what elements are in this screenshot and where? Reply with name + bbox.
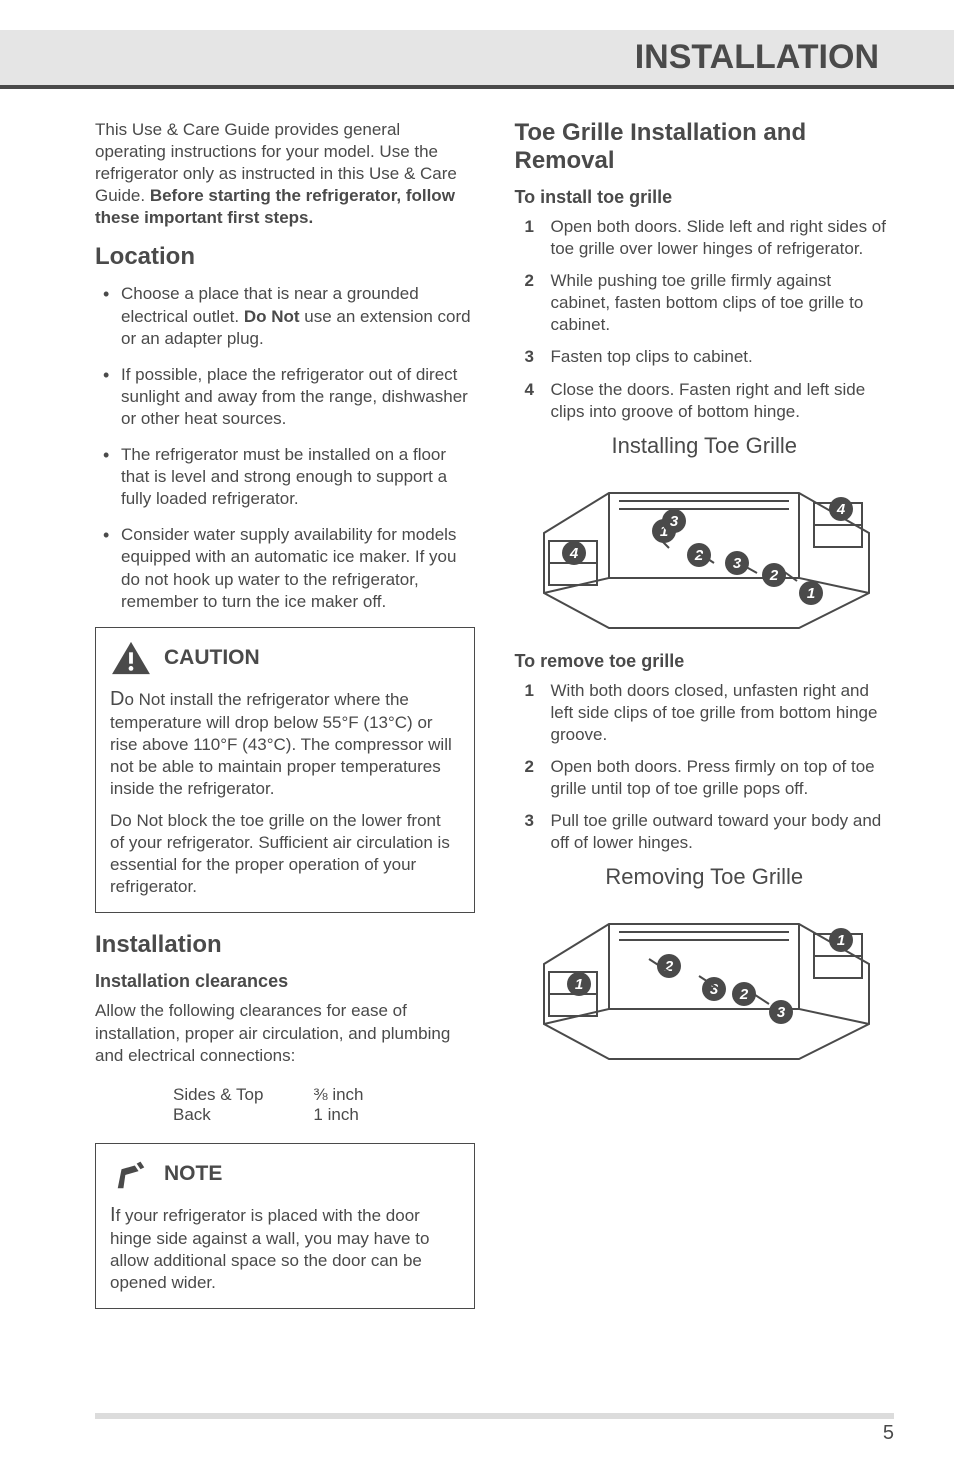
list-item: 4Close the doors. Fasten right and left …: [525, 379, 895, 423]
intro-bold: Before starting the refrigerator, follow…: [95, 186, 455, 227]
list-item: 3Pull toe grille outward toward your bod…: [525, 810, 895, 854]
clearances-table: Sides & Top Back ⅜ inch 1 inch: [95, 1085, 475, 1125]
caution-icon: [110, 640, 152, 676]
caution-title: CAUTION: [164, 646, 260, 670]
caution-para-1: Do Not install the refrigerator where th…: [110, 686, 460, 800]
list-item: The refrigerator must be installed on a …: [103, 444, 475, 510]
content-columns: This Use & Care Guide provides general o…: [95, 119, 894, 1327]
note-callout: NOTE If your refrigerator is placed with…: [95, 1143, 475, 1309]
installation-heading: Installation: [95, 931, 475, 959]
list-item: Consider water supply availability for m…: [103, 524, 475, 612]
diagram1-title: Installing Toe Grille: [515, 433, 895, 459]
install-toe-subheading: To install toe grille: [515, 187, 895, 208]
installation-subheading: Installation clearances: [95, 971, 475, 992]
list-item: 2Open both doors. Press firmly on top of…: [525, 756, 895, 800]
clearance-labels: Sides & Top Back: [173, 1085, 263, 1125]
remove-toe-subheading: To remove toe grille: [515, 651, 895, 672]
svg-text:3: 3: [670, 513, 679, 530]
note-text: f your refrigerator is placed with the d…: [110, 1206, 429, 1292]
list-item: 2While pushing toe grille firmly against…: [525, 270, 895, 336]
list-item: 1With both doors closed, unfasten right …: [525, 680, 895, 746]
note-header: NOTE: [110, 1156, 460, 1192]
svg-text:1: 1: [807, 585, 815, 602]
toe-grille-heading: Toe Grille Installation and Removal: [515, 119, 895, 175]
note-para: If your refrigerator is placed with the …: [110, 1202, 460, 1294]
remove-steps-list: 1With both doors closed, unfasten right …: [515, 680, 895, 855]
caution-header: CAUTION: [110, 640, 460, 676]
location-list: Choose a place that is near a grounded e…: [95, 283, 475, 612]
list-item: 1Open both doors. Slide left and right s…: [525, 216, 895, 260]
page-title: INSTALLATION: [635, 38, 934, 76]
svg-text:1: 1: [837, 932, 845, 949]
left-column: This Use & Care Guide provides general o…: [95, 119, 475, 1327]
caution-p1-text: o Not install the refrigerator where the…: [110, 690, 452, 798]
note-icon: [110, 1156, 152, 1192]
intro-paragraph: This Use & Care Guide provides general o…: [95, 119, 475, 229]
install-steps-list: 1Open both doors. Slide left and right s…: [515, 216, 895, 423]
header-bar: INSTALLATION: [0, 30, 954, 89]
caution-para-2: Do Not block the toe grille on the lower…: [110, 810, 460, 898]
install-diagram: 12341234: [519, 463, 889, 633]
svg-text:2: 2: [664, 958, 674, 975]
footer-bar: [95, 1413, 894, 1419]
remove-diagram: 123123: [519, 894, 889, 1064]
installation-para: Allow the following clearances for ease …: [95, 1000, 475, 1066]
right-column: Toe Grille Installation and Removal To i…: [515, 119, 895, 1327]
svg-text:2: 2: [739, 986, 749, 1003]
caution-callout: CAUTION Do Not install the refrigerator …: [95, 627, 475, 914]
page-number: 5: [883, 1422, 894, 1445]
svg-text:3: 3: [777, 1004, 786, 1021]
clearance-values: ⅜ inch 1 inch: [313, 1085, 363, 1125]
svg-text:4: 4: [569, 545, 579, 562]
svg-text:2: 2: [769, 567, 779, 584]
list-item: Choose a place that is near a grounded e…: [103, 283, 475, 349]
note-title: NOTE: [164, 1162, 222, 1186]
svg-text:4: 4: [836, 501, 846, 518]
location-heading: Location: [95, 243, 475, 271]
list-item: If possible, place the refrigerator out …: [103, 364, 475, 430]
diagram2-title: Removing Toe Grille: [515, 864, 895, 890]
caution-dropcap: D: [110, 688, 124, 710]
list-item: 3Fasten top clips to cabinet.: [525, 346, 895, 368]
svg-text:1: 1: [575, 976, 583, 993]
